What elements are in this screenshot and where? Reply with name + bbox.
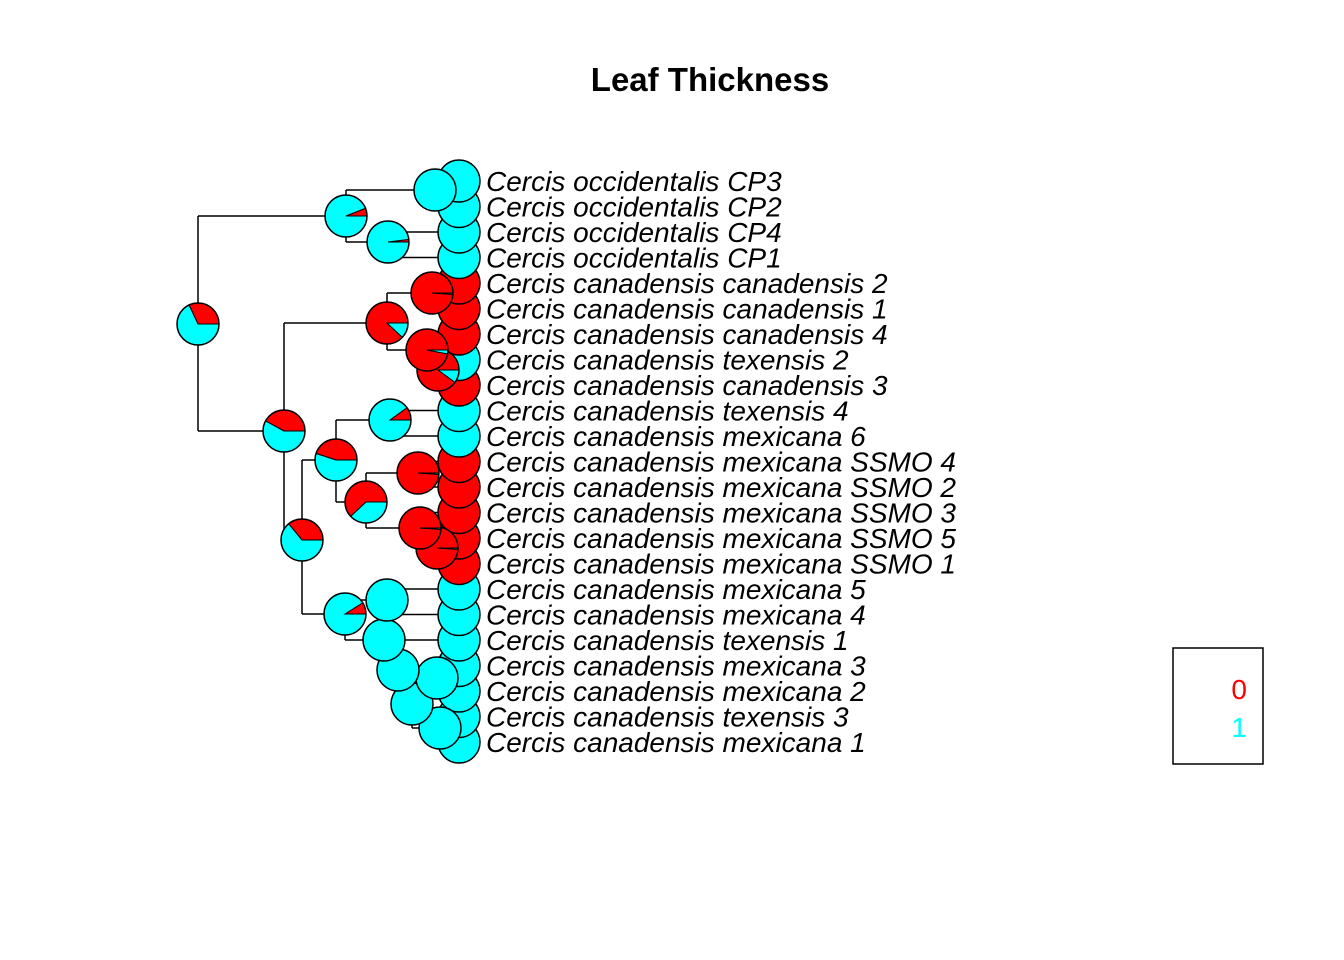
node-pie-mex5-4-outline bbox=[365, 578, 409, 622]
tip-label: Cercis canadensis mexicana 5 bbox=[486, 574, 866, 605]
node-state-pies bbox=[176, 168, 462, 750]
tip-label: Cercis canadensis texensis 2 bbox=[486, 345, 849, 376]
node-pie-occ-cp3-cp2-base bbox=[414, 169, 456, 211]
tip-label: Cercis canadensis canadensis 2 bbox=[486, 268, 888, 299]
node-pie-ssmo-clade-outline bbox=[344, 480, 388, 524]
node-pie-ssmo-3-5-1-outline bbox=[398, 506, 442, 550]
node-pie-can-sub-outline bbox=[365, 301, 409, 345]
tip-label: Cercis occidentalis CP1 bbox=[486, 243, 782, 274]
node-pie-mex-clade bbox=[280, 518, 324, 562]
node-pie-tex3-mex1-base bbox=[419, 707, 461, 749]
tip-label: Cercis canadensis mexicana SSMO 4 bbox=[486, 447, 956, 478]
node-pie-tex1-group-base bbox=[363, 619, 405, 661]
tip-label: Cercis canadensis mexicana SSMO 3 bbox=[486, 498, 956, 529]
tip-label: Cercis canadensis mexicana 1 bbox=[486, 727, 866, 758]
node-pie-occidentalis-clade-outline bbox=[324, 194, 368, 238]
node-pie-can-4-tex2-3-outline bbox=[405, 328, 449, 372]
tip-label: Cercis canadensis mexicana SSMO 1 bbox=[486, 549, 956, 580]
tip-label: Cercis canadensis texensis 3 bbox=[486, 702, 849, 733]
tip-label: Cercis occidentalis CP4 bbox=[486, 217, 782, 248]
node-pie-tex4-ssmo-outline bbox=[314, 438, 358, 482]
tip-label: Cercis canadensis mexicana SSMO 2 bbox=[486, 472, 956, 503]
plot-title: Leaf Thickness bbox=[591, 61, 829, 98]
tip-label: Cercis canadensis canadensis 3 bbox=[486, 370, 888, 401]
node-pie-ssmo-clade bbox=[344, 480, 388, 524]
node-pie-ssmo-4-2 bbox=[396, 451, 440, 495]
node-pie-tex1-group bbox=[362, 618, 406, 662]
tip-label: Cercis canadensis texensis 1 bbox=[486, 625, 849, 656]
tip-label: Cercis canadensis texensis 4 bbox=[486, 396, 849, 427]
node-pie-can-2-1 bbox=[410, 271, 454, 315]
node-pie-tex3-mex1 bbox=[418, 706, 462, 750]
node-pie-occidentalis-clade bbox=[324, 194, 368, 238]
node-pie-occ-cp3-cp2 bbox=[413, 168, 457, 212]
node-pie-canadensis-clade bbox=[262, 409, 306, 453]
node-pie-mex-lower bbox=[323, 592, 367, 636]
node-pie-tex3-mex1-outline bbox=[418, 706, 462, 750]
node-pie-mex5-4-base bbox=[366, 579, 408, 621]
node-pie-can-sub bbox=[365, 301, 409, 345]
node-pie-canadensis-clade-outline bbox=[262, 409, 306, 453]
tip-label: Cercis canadensis mexicana SSMO 5 bbox=[486, 523, 956, 554]
node-pie-mex3-2-base bbox=[416, 657, 458, 699]
node-pie-occ-cp3-cp2-outline bbox=[413, 168, 457, 212]
node-pie-tex4-mex6-outline bbox=[368, 398, 412, 442]
node-pie-mex-clade-outline bbox=[280, 518, 324, 562]
node-pie-mex3-2 bbox=[415, 656, 459, 700]
node-pie-occ-cp4-cp1 bbox=[366, 220, 410, 264]
node-pie-tex4-mex6 bbox=[368, 398, 412, 442]
tip-state-pies bbox=[437, 159, 481, 764]
node-pie-ssmo-3-5-1 bbox=[398, 506, 442, 550]
tip-label: Cercis occidentalis CP3 bbox=[486, 166, 782, 197]
node-pie-mex-lower-outline bbox=[323, 592, 367, 636]
legend-label-1: 1 bbox=[1231, 712, 1247, 743]
tip-label: Cercis canadensis canadensis 4 bbox=[486, 319, 888, 350]
node-pie-mex5-4 bbox=[365, 578, 409, 622]
tip-label: Cercis canadensis mexicana 4 bbox=[486, 600, 866, 631]
legend-label-0: 0 bbox=[1231, 674, 1247, 705]
node-pie-root-outline bbox=[176, 302, 220, 346]
node-pie-ssmo-4-2-outline bbox=[396, 451, 440, 495]
tip-label: Cercis canadensis mexicana 3 bbox=[486, 651, 866, 682]
legend-box bbox=[1172, 647, 1264, 765]
node-pie-can-4-tex2-3 bbox=[405, 328, 449, 372]
node-pie-can-2-1-outline bbox=[410, 271, 454, 315]
tip-label: Cercis canadensis mexicana 2 bbox=[486, 676, 866, 707]
tip-label: Cercis canadensis canadensis 1 bbox=[486, 294, 888, 325]
tip-label: Cercis occidentalis CP2 bbox=[486, 192, 782, 223]
node-pie-tex4-ssmo bbox=[314, 438, 358, 482]
node-pie-occ-cp4-cp1-outline bbox=[366, 220, 410, 264]
legend: 0 1 bbox=[1172, 647, 1264, 765]
node-pie-root bbox=[176, 302, 220, 346]
tip-label: Cercis canadensis mexicana 6 bbox=[486, 421, 866, 452]
